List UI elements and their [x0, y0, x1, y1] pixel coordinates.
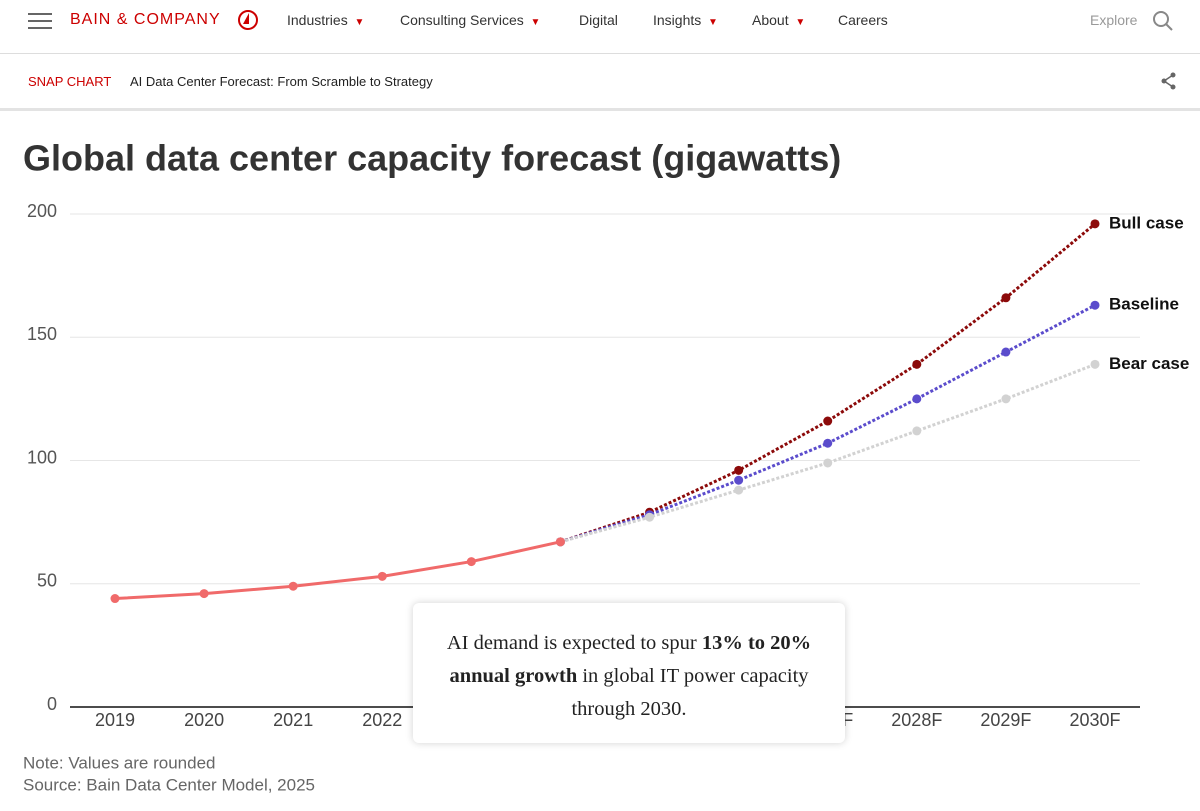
data-point	[555, 537, 565, 547]
chart-title: Global data center capacity forecast (gi…	[23, 138, 841, 179]
article-title[interactable]: AI Data Center Forecast: From Scramble t…	[130, 74, 433, 89]
data-point	[734, 465, 744, 475]
section-label: SNAP CHART	[28, 74, 112, 89]
nav-item[interactable]: Careers	[838, 12, 888, 28]
data-point	[734, 475, 744, 485]
data-point	[1001, 394, 1011, 404]
y-tick-label: 0	[47, 694, 57, 714]
breadcrumb: SNAP CHART AI Data Center Forecast: From…	[0, 54, 1200, 111]
data-point	[288, 581, 298, 591]
series-label: Bull case	[1109, 213, 1184, 232]
data-point	[912, 359, 922, 369]
series-label: Bear case	[1109, 354, 1189, 373]
nav-item[interactable]: About	[752, 12, 805, 28]
data-point	[110, 594, 120, 604]
data-point	[823, 458, 833, 468]
data-point	[1001, 293, 1011, 303]
header: BAIN & COMPANY Industries Consulting Ser…	[0, 0, 1200, 54]
data-point	[912, 394, 922, 404]
annotation-text: in global IT power capacity through 2030…	[571, 665, 809, 720]
series-line	[560, 362, 1096, 544]
y-tick-label: 150	[27, 324, 57, 344]
share-icon[interactable]	[1160, 72, 1178, 90]
y-tick-label: 50	[37, 571, 57, 591]
nav-item[interactable]: Insights	[653, 12, 718, 28]
data-point	[1090, 359, 1100, 369]
search-icon[interactable]	[1152, 10, 1174, 32]
logo[interactable]: BAIN & COMPANY	[70, 11, 221, 28]
data-point	[1090, 219, 1100, 229]
data-point	[1001, 347, 1011, 357]
x-tick-label: 2028F	[891, 710, 942, 730]
source: Source: Bain Data Center Model, 2025	[23, 775, 315, 794]
data-point	[823, 438, 833, 448]
note: Note: Values are rounded	[23, 753, 215, 772]
data-point	[645, 512, 655, 522]
nav-item[interactable]: Digital	[579, 12, 618, 28]
y-tick-label: 200	[27, 201, 57, 221]
x-tick-label: 2020	[184, 710, 224, 730]
annotation-highlight: 13% to 20% annual growth	[449, 632, 812, 687]
series-label: Baseline	[1109, 295, 1179, 314]
data-point	[734, 485, 744, 495]
x-tick-label: 2019	[95, 710, 135, 730]
nav-item[interactable]: Industries	[287, 12, 364, 28]
x-tick-label: 2029F	[980, 710, 1031, 730]
annotation: AI demand is expected to spur 13% to 20%…	[413, 603, 845, 743]
menu-icon[interactable]	[28, 12, 52, 30]
y-tick-label: 100	[27, 447, 57, 467]
x-tick-label: 2021	[273, 710, 313, 730]
data-point	[823, 416, 833, 426]
data-point	[466, 557, 476, 567]
data-point	[377, 571, 387, 581]
logo-icon	[238, 10, 258, 30]
data-point	[912, 426, 922, 436]
series-line	[114, 540, 561, 601]
data-point	[1090, 300, 1100, 310]
data-point	[199, 589, 209, 599]
series-line	[559, 222, 1096, 544]
nav-item[interactable]: Consulting Services	[400, 12, 540, 28]
x-tick-label: 2030F	[1069, 710, 1120, 730]
x-tick-label: 2022	[362, 710, 402, 730]
annotation-text: AI demand is expected to spur	[446, 632, 702, 654]
explore[interactable]: Explore	[1090, 12, 1138, 28]
